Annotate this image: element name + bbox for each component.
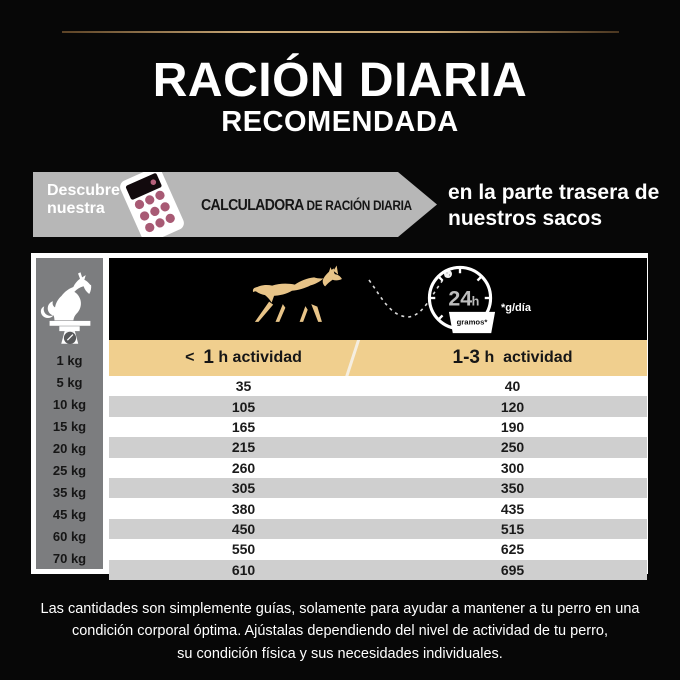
svg-text:24: 24: [448, 287, 472, 311]
svg-text:gramos*: gramos*: [457, 317, 488, 326]
svg-text:h: h: [472, 295, 480, 309]
